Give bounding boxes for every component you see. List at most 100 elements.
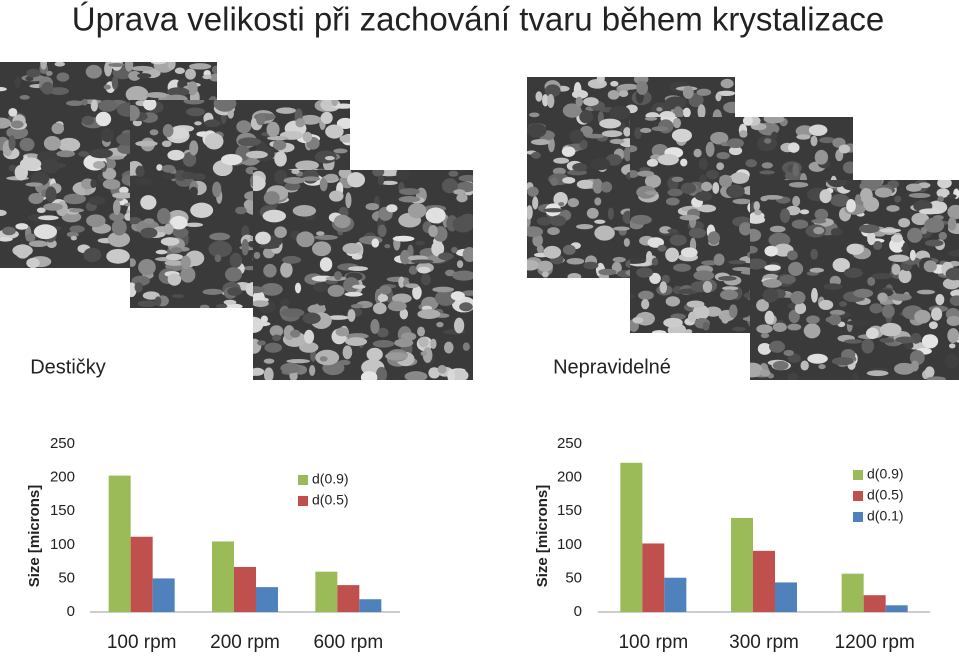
grain — [112, 199, 121, 215]
grain — [19, 157, 42, 171]
grain — [245, 150, 268, 159]
grain — [43, 136, 61, 151]
grain — [119, 186, 129, 194]
grain — [902, 242, 909, 256]
grain — [25, 233, 36, 242]
grain — [792, 195, 801, 207]
grain — [194, 121, 202, 126]
grain — [813, 226, 825, 235]
grain — [161, 164, 176, 173]
grain — [106, 248, 130, 264]
info-bar — [253, 380, 473, 402]
y-tick-label: 150 — [50, 502, 75, 519]
grain — [819, 137, 836, 144]
grain — [846, 243, 864, 255]
grain — [609, 105, 631, 120]
grain — [274, 151, 287, 167]
grain — [713, 253, 725, 266]
grain — [566, 257, 585, 265]
grain — [320, 111, 333, 124]
grain — [831, 357, 854, 366]
grain — [830, 193, 850, 207]
grain — [211, 65, 217, 74]
grain — [280, 308, 305, 318]
grain — [944, 353, 959, 369]
grain — [527, 205, 533, 220]
grain — [572, 162, 588, 172]
grain — [898, 269, 912, 284]
grain — [716, 162, 725, 171]
grain — [636, 267, 654, 278]
grain — [732, 326, 746, 332]
grain — [327, 284, 345, 297]
grain — [921, 334, 939, 349]
legend-swatch — [853, 491, 863, 501]
grain — [182, 152, 197, 167]
grain — [399, 188, 420, 196]
grain — [183, 100, 205, 105]
grain — [384, 244, 391, 249]
grain — [947, 194, 957, 199]
grain — [838, 144, 851, 154]
grain — [630, 294, 636, 299]
grain — [607, 89, 620, 100]
grain — [54, 62, 65, 67]
grain — [185, 107, 205, 117]
grain — [947, 204, 959, 220]
grain — [398, 276, 405, 288]
grain — [69, 225, 85, 233]
grain — [313, 282, 329, 293]
grain — [879, 337, 895, 343]
grain — [229, 252, 243, 268]
grain — [170, 215, 188, 230]
legend-swatch — [298, 475, 308, 485]
grain — [630, 170, 639, 178]
grain — [547, 94, 555, 108]
bar — [664, 577, 687, 612]
grain — [861, 180, 882, 189]
grain — [854, 194, 862, 205]
grain — [908, 192, 931, 199]
grain — [387, 301, 407, 312]
grain — [576, 179, 594, 189]
grain — [275, 107, 297, 114]
grain — [420, 351, 427, 356]
grain — [213, 100, 237, 112]
grain — [314, 234, 338, 240]
grain — [450, 291, 465, 301]
grain — [214, 254, 222, 263]
grain — [823, 283, 843, 290]
grain — [85, 64, 102, 79]
grain — [36, 207, 46, 214]
grain — [682, 107, 691, 118]
grain — [453, 189, 466, 195]
grain — [756, 299, 769, 312]
x-tick-label: 1200 rpm — [835, 632, 915, 653]
grain — [920, 226, 928, 235]
grain — [536, 216, 552, 226]
grain — [342, 345, 353, 360]
bar — [642, 543, 665, 612]
y-axis-title: Size [microns] — [534, 485, 551, 588]
grain — [25, 182, 43, 187]
grain — [598, 268, 617, 276]
grain — [237, 137, 262, 147]
grain — [345, 333, 369, 339]
grain — [347, 172, 366, 188]
grain — [280, 297, 290, 307]
grain — [0, 87, 7, 92]
grain — [873, 240, 883, 250]
grain — [722, 286, 739, 291]
grain — [866, 327, 879, 340]
grain — [370, 318, 380, 334]
grain — [273, 140, 287, 151]
grain — [385, 352, 408, 361]
grain — [347, 309, 356, 322]
grain — [750, 362, 763, 378]
grain — [259, 243, 280, 249]
grain — [180, 266, 196, 283]
grain — [438, 252, 454, 261]
grain — [430, 338, 437, 350]
grain — [712, 182, 720, 194]
grain — [583, 261, 599, 270]
